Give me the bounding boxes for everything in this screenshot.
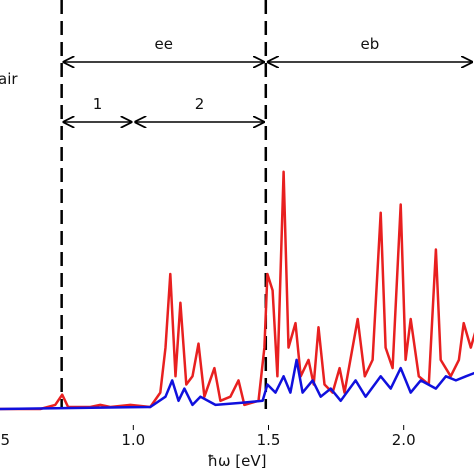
annotation: eb [361,35,380,53]
x-tick-label: 1.0 [121,431,145,449]
x-tick-label: 1.5 [257,431,281,449]
annotation: ee [154,35,172,53]
series-line [0,358,474,411]
x-axis-label: ħω [eV] [208,452,267,470]
annotation: air [0,70,18,88]
x-tick-label: 2.0 [392,431,416,449]
annotation: 1 [93,95,103,113]
annotation: 2 [195,95,205,113]
x-tick-label: 0.5 [0,431,10,449]
series-line [0,170,474,411]
